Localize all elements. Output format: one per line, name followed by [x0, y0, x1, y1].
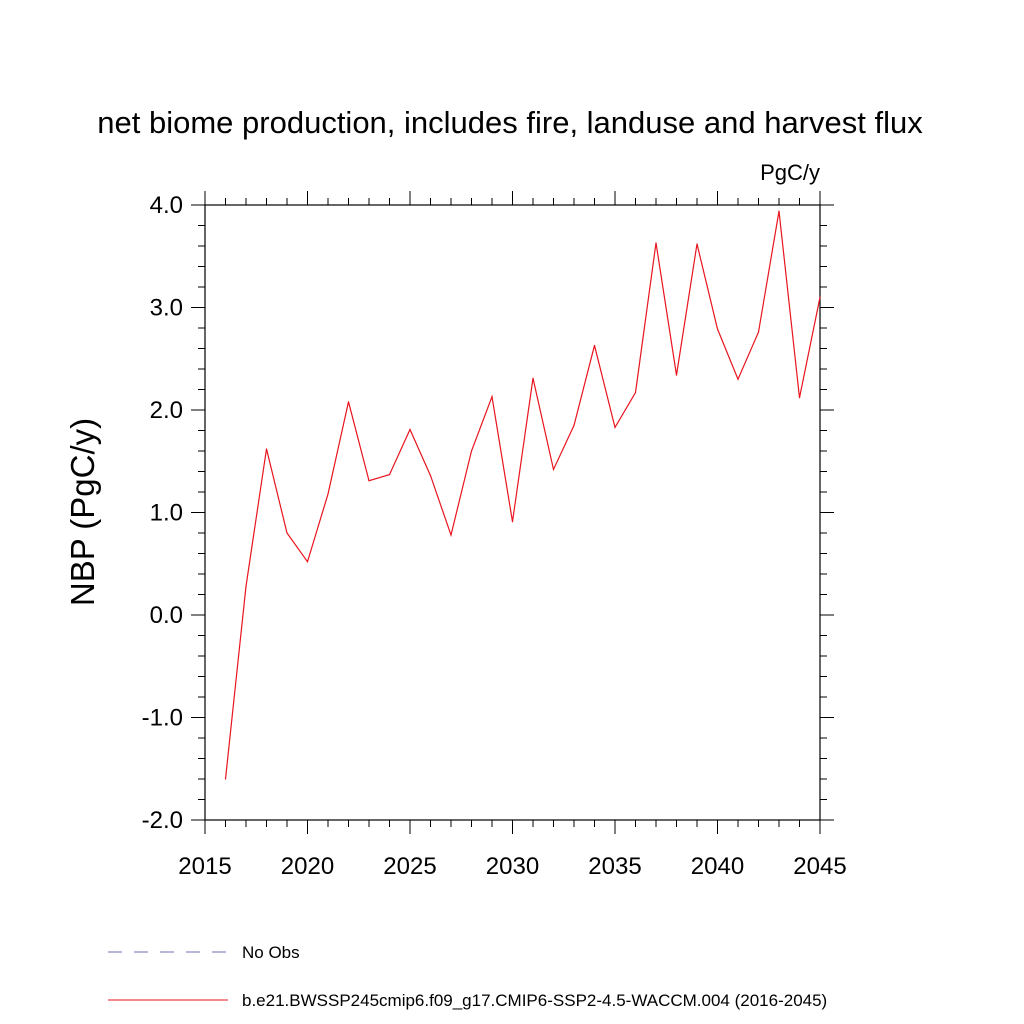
y-tick-label: 0.0 — [150, 602, 183, 629]
data-point — [511, 521, 514, 523]
data-point — [306, 561, 309, 563]
axis-ticks — [191, 191, 834, 834]
series-layer — [224, 210, 821, 780]
y-tick-label: 2.0 — [150, 397, 183, 424]
data-point — [819, 296, 821, 298]
data-point — [388, 473, 391, 476]
data-point — [634, 391, 637, 394]
chart-title: net biome production, includes fire, lan… — [97, 105, 923, 140]
data-point — [716, 328, 719, 330]
x-tick-label: 2030 — [486, 853, 539, 880]
data-point — [470, 450, 473, 452]
units-label: PgC/y — [760, 160, 820, 185]
data-point — [696, 243, 698, 245]
data-point — [573, 424, 575, 426]
data-point — [224, 778, 227, 780]
x-tick-label: 2020 — [281, 853, 334, 880]
y-tick-label: -1.0 — [142, 705, 183, 732]
data-point — [409, 428, 411, 431]
data-point — [614, 426, 616, 429]
data-point — [245, 585, 247, 587]
y-tick-label: 4.0 — [150, 192, 183, 219]
data-point — [327, 493, 329, 495]
series-line — [224, 211, 821, 780]
data-point — [552, 468, 555, 471]
data-point — [450, 534, 452, 536]
x-tick-labels: 2015 2020 2025 2030 2035 2040 2045 — [178, 853, 846, 880]
y-axis-label: NBP (PgC/y) — [64, 418, 101, 606]
data-point — [675, 374, 678, 376]
data-point — [593, 344, 596, 347]
legend-label: No Obs — [242, 943, 300, 962]
data-point — [347, 401, 350, 403]
data-point — [286, 532, 288, 534]
data-point — [757, 331, 760, 333]
data-point — [368, 480, 370, 482]
x-tick-label: 2035 — [588, 853, 641, 880]
y-tick-labels: 4.0 3.0 2.0 1.0 0.0 -1.0 -2.0 — [142, 192, 183, 834]
data-point — [778, 210, 780, 212]
data-point — [737, 378, 739, 380]
x-tick-label: 2045 — [793, 853, 846, 880]
x-tick-label: 2015 — [178, 853, 231, 880]
y-tick-label: 3.0 — [150, 295, 183, 322]
x-tick-label: 2025 — [383, 853, 436, 880]
data-point — [655, 242, 657, 244]
legend-label: b.e21.BWSSP245cmip6.f09_g17.CMIP6-SSP2-4… — [242, 991, 827, 1010]
legend: No Obs b.e21.BWSSP245cmip6.f09_g17.CMIP6-… — [108, 943, 827, 1010]
data-point — [491, 396, 493, 398]
data-point — [532, 377, 534, 379]
y-tick-label: 1.0 — [150, 500, 183, 527]
data-point — [265, 448, 268, 450]
x-tick-label: 2040 — [691, 853, 744, 880]
y-tick-label: -2.0 — [142, 807, 183, 834]
plot-frame — [204, 204, 821, 821]
data-point — [798, 397, 801, 399]
data-point — [429, 475, 432, 477]
